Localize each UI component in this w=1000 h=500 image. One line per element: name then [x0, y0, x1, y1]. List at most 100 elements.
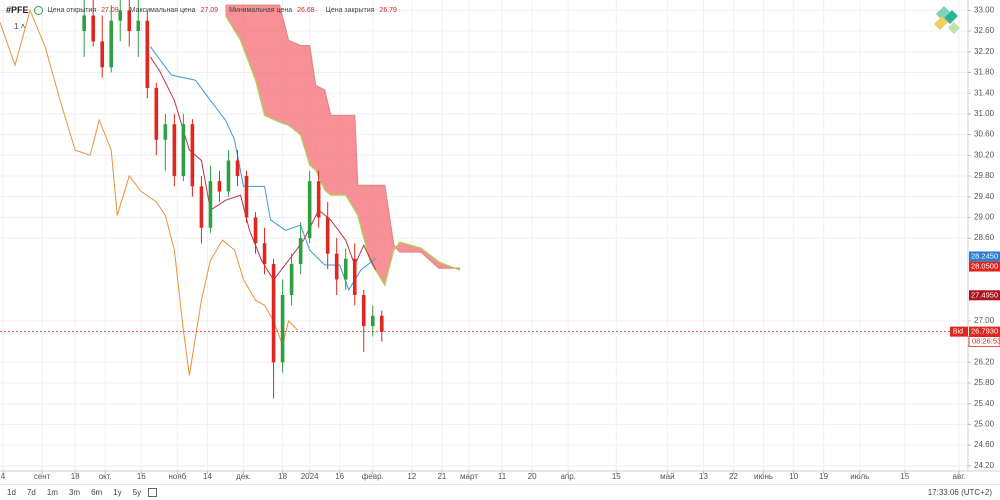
candle-body	[244, 175, 249, 218]
x-tick-label: 16	[335, 472, 344, 481]
stat-value: 27.09	[101, 6, 119, 14]
stat-value: 26.68	[297, 6, 315, 14]
chart: 24.20 24.60 25.00 25.40 25.80 26.20 27.00 28.60…	[0, 0, 1000, 481]
candle-body	[325, 217, 330, 254]
period-button[interactable]: 6m	[91, 488, 103, 497]
candle-body	[181, 124, 186, 176]
y-tick-label: 30.20	[974, 150, 995, 159]
x-tick-label: 15	[900, 472, 909, 481]
x-tick-label: авг.	[953, 472, 966, 481]
x-tick-label: 19	[819, 472, 828, 481]
x-tick-label: апр.	[560, 472, 575, 481]
stat-value: 27.09	[200, 6, 219, 14]
span-b-line	[225, 4, 460, 269]
x-tick-label: окт.	[99, 472, 112, 481]
stat-label: Цена открытия	[47, 6, 97, 14]
x-tick-label: май	[660, 472, 674, 481]
candle-body	[379, 315, 384, 332]
indicator-counter[interactable]: 1 ˄	[14, 22, 26, 31]
candle-body	[307, 181, 312, 239]
stat-label: Максимальная цена	[129, 6, 196, 14]
period-button[interactable]: 5y	[132, 488, 142, 497]
y-tick-label: 29.80	[974, 171, 995, 180]
toolbar: 1d 7d 1m 3m 6m 1y 5y 17:33:06 (UTC+2)	[0, 484, 1000, 500]
time-label-box	[968, 336, 1000, 348]
y-tick-label: 29.40	[974, 192, 995, 201]
y-tick-label: 24.20	[974, 461, 995, 470]
candle-body	[100, 41, 105, 68]
y-tick-label: 25.80	[974, 378, 995, 387]
x-tick-label: 18	[71, 472, 80, 481]
candle-body	[217, 181, 222, 192]
x-tick-label: 18	[278, 472, 287, 481]
candle-body	[208, 181, 213, 228]
header: #PFE Цена открытия 27.09 Максимальная цена…	[6, 5, 403, 15]
candle-body	[127, 10, 132, 32]
clock-time: 17:33:06 (UTC+2)	[927, 488, 992, 497]
counter: 1	[14, 22, 19, 31]
x-tick-label: 22	[729, 472, 738, 481]
price-label: 28.0500	[971, 262, 998, 271]
candle-body	[271, 263, 276, 363]
price-label: 26.7930	[971, 327, 998, 336]
candle-body	[118, 10, 123, 21]
x-tick-label: 15	[612, 472, 621, 481]
price-label-box	[969, 290, 1000, 301]
price-label-box	[969, 251, 1000, 262]
y-tick-label: 27.00	[974, 316, 995, 325]
candle-body	[154, 87, 159, 140]
cloud-fill	[225, 5, 460, 286]
y-tick-label: 25.00	[974, 420, 995, 429]
indicator-line	[0, 8, 298, 376]
price-label: 28.2450	[971, 251, 998, 260]
candle-body	[109, 20, 114, 68]
period-button[interactable]: 3m	[68, 488, 81, 497]
x-tick-label: июнь	[754, 472, 773, 481]
plot-area	[0, 0, 968, 399]
x-tick-label: дек.	[236, 472, 251, 481]
y-tick-label: 25.40	[974, 399, 995, 408]
candle-body	[145, 20, 150, 88]
calendar-icon[interactable]	[148, 488, 158, 497]
x-tick-label: сент	[34, 472, 51, 481]
y-tick-label: 30.60	[974, 130, 995, 139]
indicator-line	[149, 56, 377, 281]
x-tick-label: 11	[498, 472, 507, 481]
candle-body	[226, 160, 231, 192]
x-tick-label: 13	[699, 472, 708, 481]
candle-body	[361, 295, 366, 327]
stat-label: Цена закрытия	[325, 6, 375, 14]
candle-body	[280, 295, 285, 363]
x-tick-label: февр.	[362, 472, 384, 481]
candle-body	[91, 15, 95, 42]
candle-body	[199, 186, 204, 228]
x-tick-label: март	[460, 472, 478, 481]
y-tick-label: 28.60	[974, 233, 995, 242]
price-label-box	[969, 261, 1000, 272]
candle-body	[316, 181, 321, 218]
price-label-prefix-box	[950, 326, 968, 337]
candle-body	[136, 20, 141, 32]
period-button[interactable]: 1y	[113, 488, 122, 497]
candle-body	[334, 253, 339, 280]
axes: 24.20 24.60 25.00 25.40 25.80 26.20 27.00 28.60…	[1, 5, 1000, 481]
x-tick-label: 20	[528, 472, 537, 481]
period-button[interactable]: 7d	[26, 488, 36, 497]
time-label: 08:26:53	[972, 337, 1000, 346]
y-tick-label: 24.60	[974, 440, 995, 449]
candle-body	[370, 315, 375, 327]
x-tick-label: 10	[789, 472, 798, 481]
candle-body	[253, 217, 258, 244]
candle-body	[298, 238, 303, 264]
symbol: #PFE	[6, 5, 29, 15]
x-tick-label: 12	[407, 472, 416, 481]
y-tick-label: 33.00	[974, 5, 995, 14]
y-tick-label: 32.60	[974, 26, 995, 35]
y-tick-label: 31.40	[974, 88, 995, 97]
y-tick-label: 29.00	[974, 212, 995, 221]
period-button[interactable]: 1m	[46, 488, 58, 497]
price-label: 27.4950	[971, 290, 998, 299]
period-button[interactable]: 1d	[7, 488, 16, 497]
candle-body	[343, 258, 348, 280]
